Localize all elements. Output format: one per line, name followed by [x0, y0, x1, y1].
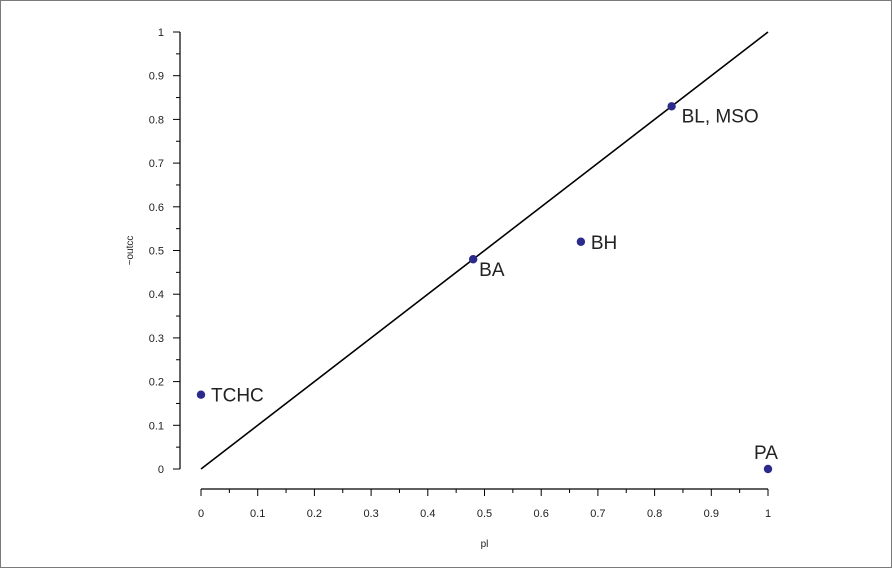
y-tick-label: 0.2: [149, 377, 164, 389]
reference-line-group: [200, 31, 769, 470]
data-point: [576, 237, 586, 246]
y-tick-label: 0.7: [149, 158, 164, 170]
y-tick-label: 0.4: [149, 289, 164, 301]
point-label: BL, MSO: [682, 106, 759, 127]
data-point: [468, 255, 478, 264]
y-tick-label: 1: [158, 27, 164, 39]
axes: 0 0.1 0.2 0.3 0.4 0.5 0.6 0.7 0.8 0.9 1 0 0.1 0.2 0.3 0…: [149, 27, 771, 520]
y-tick-label: 0.5: [149, 246, 164, 258]
y-tick-label: 0: [158, 464, 164, 476]
x-tick-label: 0.2: [307, 508, 322, 520]
y-tick-label: 0.8: [149, 114, 164, 126]
y-tick-label: 0.6: [149, 202, 164, 214]
x-axis-label: pl: [481, 539, 489, 550]
x-tick-label: 0.9: [704, 508, 719, 520]
x-tick-label: 0.3: [363, 508, 378, 520]
data-point: [763, 464, 773, 474]
x-tick-label: 0.4: [420, 508, 435, 520]
x-tick-label: 1: [765, 508, 771, 520]
reference-line: [200, 31, 769, 470]
x-tick-label: 0.8: [647, 508, 662, 520]
y-tick-label: 0.9: [149, 71, 164, 83]
y-tick-label: 0.1: [149, 420, 164, 432]
point-label: PA: [754, 443, 778, 464]
y-tick-label: 0.3: [149, 333, 164, 345]
data-point: [667, 102, 676, 111]
points-group: TCHC BA BH BL, MSO PA: [196, 102, 778, 474]
point-label: TCHC: [211, 386, 264, 407]
x-tick-label: 0.6: [534, 508, 549, 520]
y-axis-label: ~outcc: [125, 236, 136, 266]
point-label: BA: [479, 260, 505, 281]
x-tick-label: 0.5: [477, 508, 492, 520]
data-point: [196, 390, 206, 399]
x-tick-label: 0.1: [250, 508, 265, 520]
x-tick-label: 0.7: [590, 508, 605, 520]
x-tick-label: 0: [198, 508, 204, 520]
point-label: BH: [591, 233, 617, 254]
